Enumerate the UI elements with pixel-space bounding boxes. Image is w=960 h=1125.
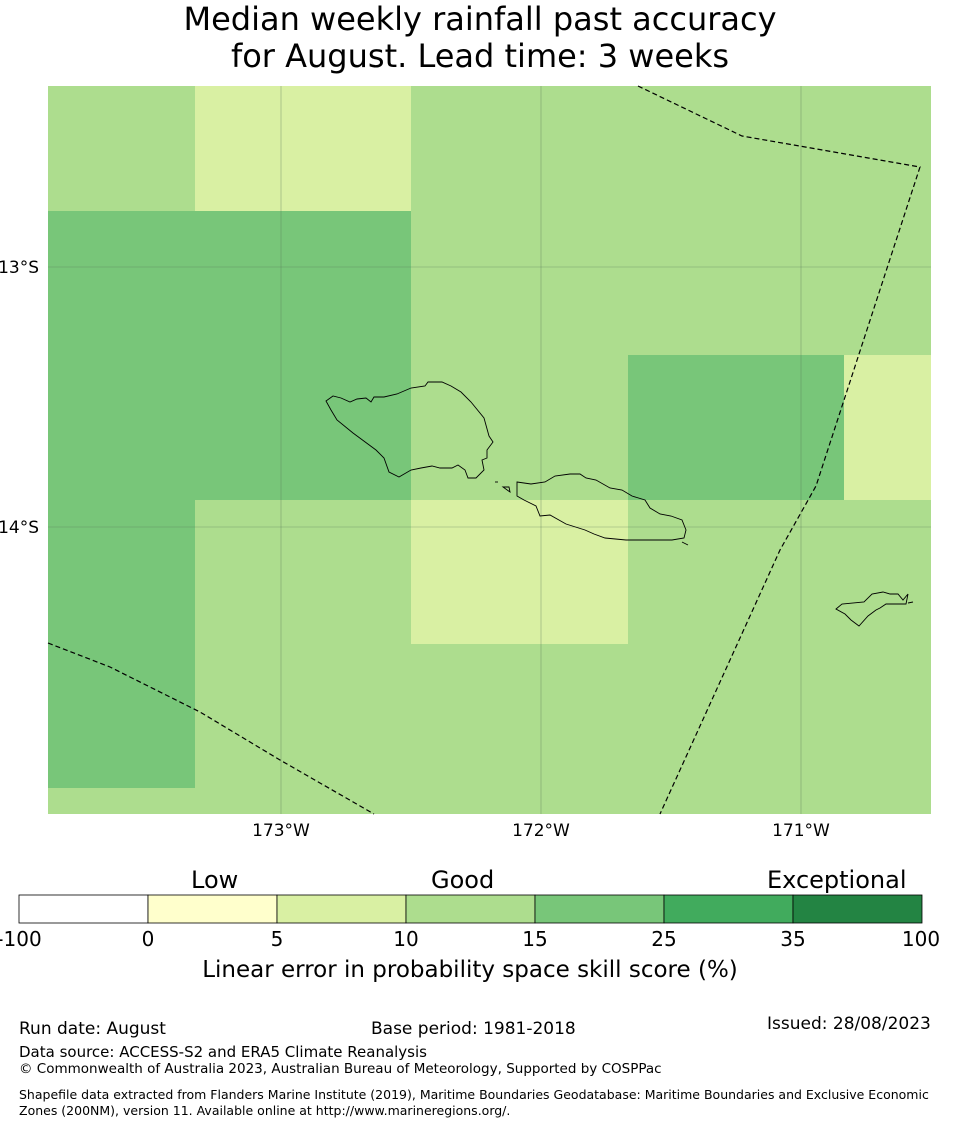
grid-cell <box>48 211 411 355</box>
colorbar-segment <box>405 894 536 924</box>
lat-label-14s: 14°S <box>0 518 39 538</box>
grid-cell <box>411 211 931 355</box>
lon-label-172w: 172°W <box>512 821 570 841</box>
map-title-line-1: Median weekly rainfall past accuracy <box>183 0 777 38</box>
eez-boundaries <box>47 85 921 815</box>
colorbar-segment <box>18 894 149 924</box>
islet <box>501 486 511 494</box>
colorbar-label: Linear error in probability space skill … <box>202 957 738 983</box>
grid-cell <box>844 355 931 500</box>
colorbar-segment <box>792 894 923 924</box>
colorbar-tick: 5 <box>270 927 284 951</box>
category-low: Low <box>191 866 239 894</box>
grid-cell <box>628 355 844 500</box>
data-source: Data source: ACCESS-S2 and ERA5 Climate … <box>19 1043 427 1061</box>
colorbar-tick: 10 <box>393 927 419 951</box>
colorbar-tick: 25 <box>651 927 677 951</box>
lon-label-173w: 173°W <box>252 821 310 841</box>
colorbar-segment <box>276 894 407 924</box>
colorbar-tick: 100 <box>901 927 941 951</box>
colorbar-tick: 15 <box>522 927 548 951</box>
copyright: © Commonwealth of Australia 2023, Austra… <box>19 1061 662 1077</box>
grid-cell <box>48 788 931 814</box>
tutuila-island <box>835 591 909 627</box>
rainfall-accuracy-map <box>47 85 931 815</box>
grid-cell <box>195 500 411 644</box>
coastlines <box>325 381 914 627</box>
grid-cell <box>195 86 411 211</box>
grid-cell <box>48 644 195 788</box>
grid-cells <box>48 86 931 814</box>
colorbar-segment <box>663 894 794 924</box>
category-good: Good <box>431 866 495 894</box>
lat-label-13s: 13°S <box>0 258 39 278</box>
grid-cell <box>411 355 628 500</box>
graticule <box>48 86 931 814</box>
grid-cell <box>411 500 628 644</box>
colorbar-tick: 0 <box>141 927 155 951</box>
shapefile-credit: Shapefile data extracted from Flanders M… <box>19 1087 929 1118</box>
grid-cell <box>48 500 195 644</box>
eez-boundary-southwest <box>47 642 375 815</box>
islet <box>681 541 689 546</box>
colorbar-tick: -100 <box>0 927 42 951</box>
grid-cell <box>48 86 195 211</box>
grid-cell <box>411 86 931 211</box>
colorbar <box>18 894 923 924</box>
category-exceptional: Exceptional <box>767 866 907 894</box>
lon-label-171w: 171°W <box>772 821 830 841</box>
upolu-island <box>516 473 687 541</box>
grid-cell <box>628 500 931 644</box>
grid-cell <box>195 644 931 788</box>
eez-boundary-east <box>637 85 921 815</box>
base-period: Base period: 1981-2018 <box>371 1019 576 1039</box>
colorbar-segment <box>534 894 665 924</box>
colorbar-segment <box>147 894 278 924</box>
savaii-island <box>325 381 494 479</box>
run-date: Run date: August <box>19 1019 166 1039</box>
grid-cell <box>48 355 411 500</box>
colorbar-tick: 35 <box>780 927 806 951</box>
islet <box>907 601 914 604</box>
issued-date: Issued: 28/08/2023 <box>767 1014 931 1034</box>
map-title-line-2: for August. Lead time: 3 weeks <box>230 37 730 75</box>
